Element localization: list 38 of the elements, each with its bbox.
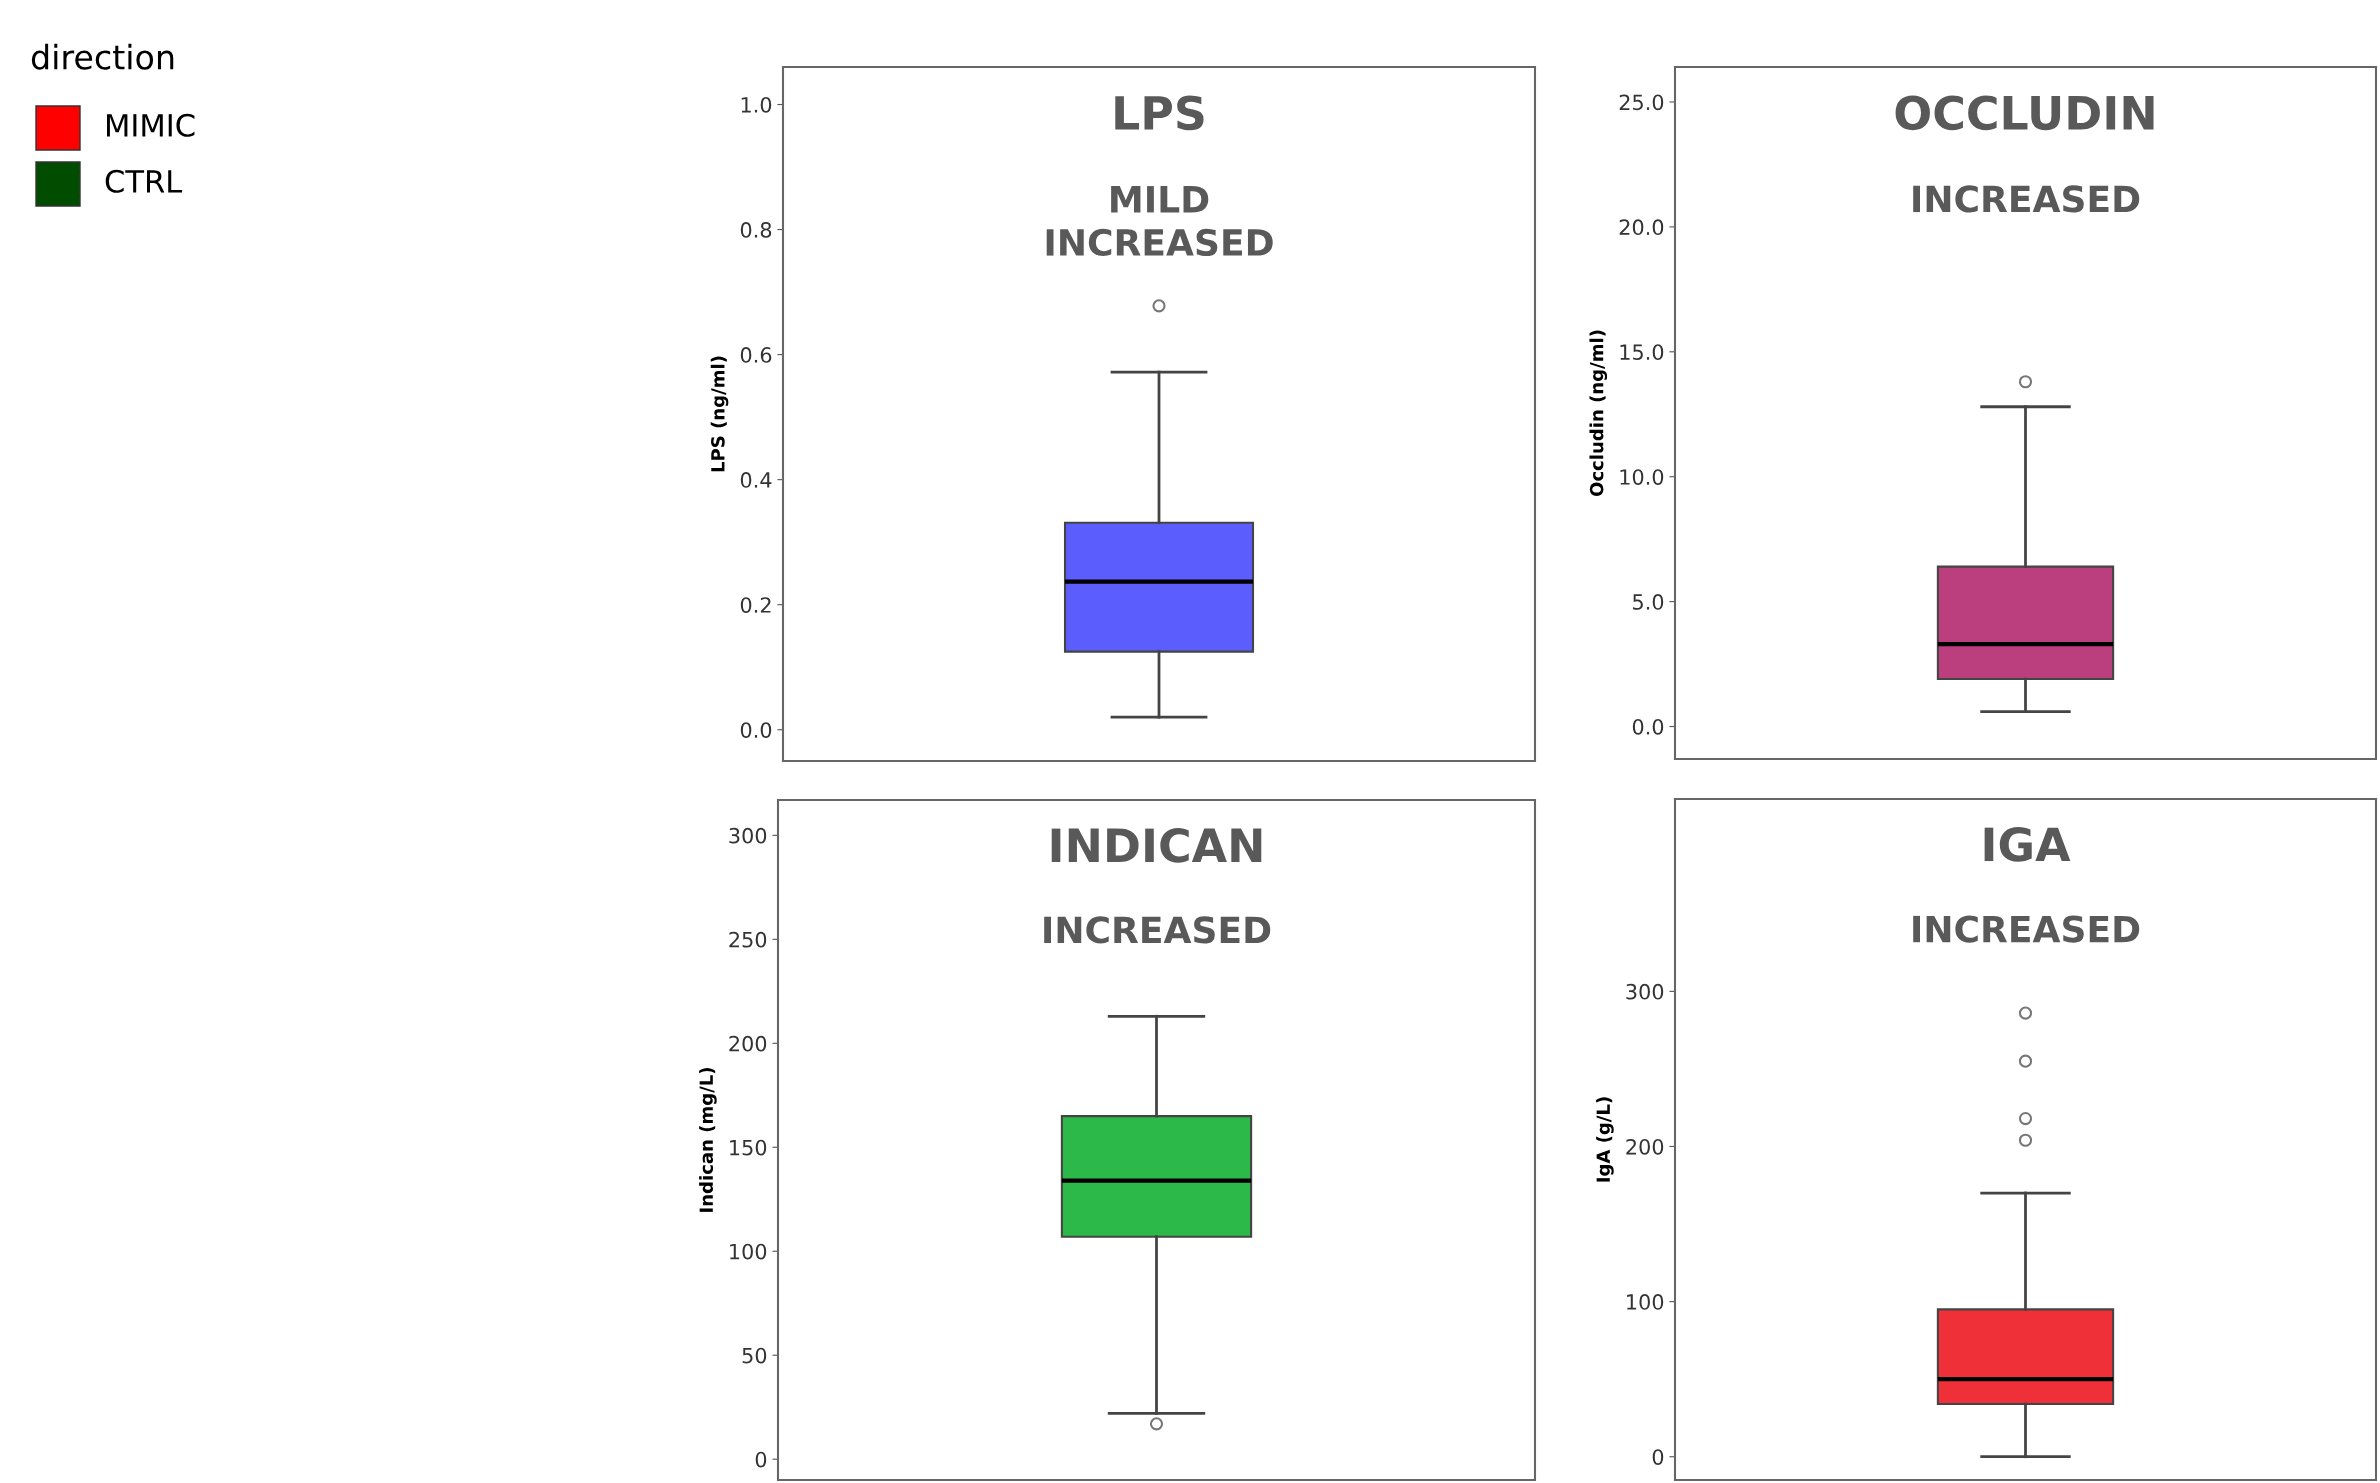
y-axis-title: LPS (ng/ml) — [710, 356, 729, 472]
y-tick-label: 15.0 — [1620, 344, 1664, 361]
y-tick-label: 0.8 — [740, 222, 772, 238]
y-tick-label: 0.0 — [740, 722, 772, 738]
y-tick-label: 300 — [1626, 983, 1664, 1000]
y-tick-label: 0.0 — [1632, 718, 1664, 735]
legend-title: direction — [31, 43, 174, 70]
y-tick-label: 200 — [1626, 1138, 1664, 1155]
y-tick-label: 20.0 — [1619, 219, 1664, 236]
y-tick-label: 10.0 — [1620, 469, 1664, 485]
y-axis-title: Occludin (ng/ml) — [1589, 330, 1608, 497]
y-tick-label: 5.0 — [1633, 594, 1664, 610]
text: INCREASED — [1044, 916, 1271, 944]
text: MILD INCREASED — [1046, 186, 1273, 257]
y-tick-label: 300 — [729, 827, 767, 844]
y-tick-label: 100 — [730, 1243, 767, 1260]
chart-title: OCCLUDIN — [1895, 95, 2154, 131]
y-tick-label: 0.2 — [740, 597, 771, 613]
text: LPS — [1115, 95, 1204, 131]
text: INCREASED — [1913, 185, 2140, 213]
chart-title: INDICAN — [1051, 828, 1262, 863]
y-tick-label: 0 — [1652, 1449, 1664, 1465]
y-tick-label: 100 — [1627, 1294, 1664, 1310]
y-tick-label: 25.0 — [1619, 94, 1664, 111]
y-axis-title: Indican (mg/L) — [699, 1068, 717, 1212]
category-label: CTRL — [105, 169, 183, 193]
y-tick-label: 1.0 — [741, 96, 772, 113]
y-tick-label: 150 — [730, 1139, 767, 1156]
y-axis-title: IgA (g/L) — [1596, 1097, 1614, 1182]
y-tick-label: 50 — [742, 1347, 767, 1364]
y-tick-label: 200 — [729, 1035, 767, 1052]
y-tick-label: 0.4 — [740, 472, 772, 488]
y-tick-label: 250 — [729, 931, 767, 948]
y-tick-label: 0.6 — [740, 347, 772, 363]
text: INCREASED — [1913, 915, 2140, 943]
y-tick-label: 0 — [755, 1451, 767, 1468]
category-label: MIMIC — [107, 113, 195, 137]
chart-title: IGA — [1984, 827, 2071, 862]
